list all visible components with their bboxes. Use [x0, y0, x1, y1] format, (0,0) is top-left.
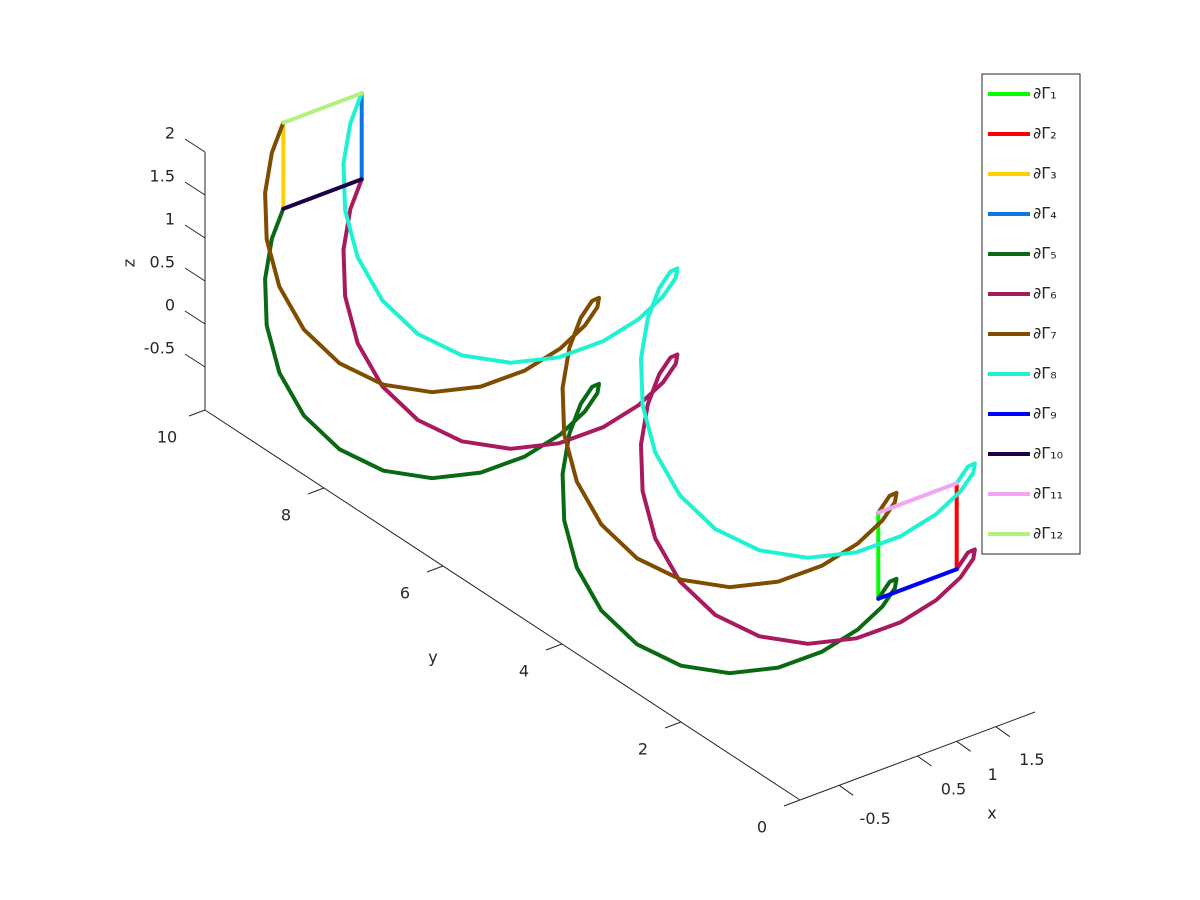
curve	[341, 177, 977, 646]
legend-label: ∂Γ₁₁	[1033, 484, 1063, 503]
x-tick	[995, 726, 1011, 738]
y-tick-label: 4	[519, 662, 529, 681]
curve	[281, 91, 364, 125]
curve	[876, 567, 959, 601]
x-tick-label: 1	[988, 765, 998, 784]
legend-label: ∂Γ₅	[1033, 244, 1057, 263]
z-tick-label: 1.5	[150, 167, 175, 186]
y-tick-label: 0	[757, 818, 767, 837]
curve	[341, 91, 977, 560]
legend-label: ∂Γ₄	[1033, 204, 1057, 223]
legend-label: ∂Γ₈	[1033, 364, 1057, 383]
legend-box	[981, 73, 1081, 555]
legend-label: ∂Γ₆	[1033, 284, 1057, 303]
z-tick	[184, 310, 206, 325]
legend-label: ∂Γ₇	[1033, 324, 1057, 343]
curve	[876, 481, 959, 515]
x-axis-label: x	[987, 804, 996, 823]
y-tick-label: 6	[400, 584, 410, 603]
legend-label: ∂Γ₃	[1033, 164, 1057, 183]
z-tick-label: -0.5	[144, 339, 175, 358]
z-tick-label: 0	[165, 296, 175, 315]
x-tick-label: 1.5	[1019, 750, 1044, 769]
y-axis-line	[204, 409, 801, 801]
y-tick-label: 10	[157, 428, 177, 447]
z-tick	[184, 267, 206, 282]
y-tick	[188, 409, 206, 417]
z-tick	[184, 224, 206, 239]
x-tick-label: 0.5	[941, 780, 966, 799]
x-tick-label: -0.5	[860, 809, 891, 828]
y-tick	[307, 487, 325, 495]
legend-label: ∂Γ₁₀	[1033, 444, 1063, 463]
legend-label: ∂Γ₁₂	[1033, 524, 1063, 543]
x-tick	[917, 755, 932, 767]
y-axis-label: y	[428, 648, 437, 667]
y-tick-label: 2	[638, 740, 648, 759]
z-tick	[184, 181, 206, 196]
y-tick-label: 8	[281, 506, 291, 525]
y-tick	[545, 643, 563, 651]
curve	[281, 177, 364, 211]
y-tick	[664, 721, 682, 729]
legend-label: ∂Γ₂	[1033, 124, 1057, 143]
legend-label: ∂Γ₁	[1033, 84, 1057, 103]
y-tick	[426, 565, 444, 573]
z-tick-label: 2	[165, 124, 175, 143]
z-tick-label: 1	[165, 210, 175, 229]
curve	[263, 120, 899, 590]
curve	[263, 206, 899, 676]
z-tick-label: 0.5	[150, 253, 175, 272]
legend-label: ∂Γ₉	[1033, 404, 1057, 423]
z-tick	[184, 138, 206, 153]
x-tick	[838, 784, 854, 796]
y-tick	[783, 799, 801, 807]
x-tick	[956, 740, 971, 752]
z-axis-label: z	[120, 259, 139, 267]
z-tick	[184, 353, 206, 368]
